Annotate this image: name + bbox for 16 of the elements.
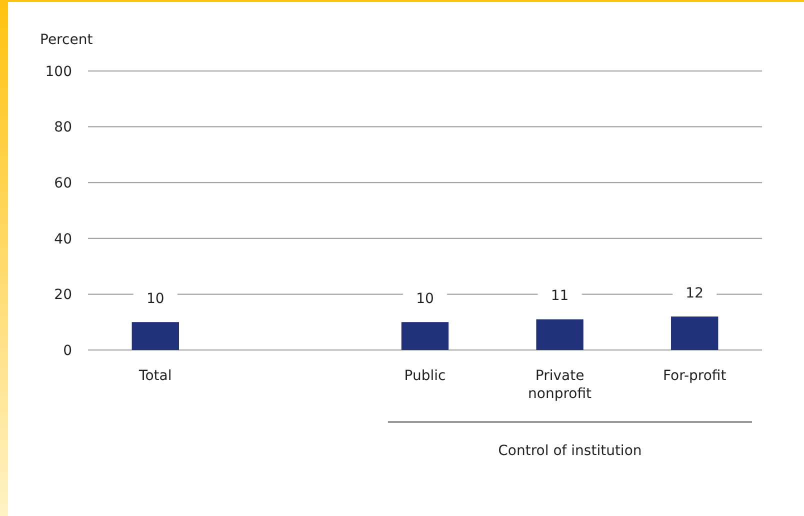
data-label: 12 bbox=[686, 285, 704, 302]
data-label: 10 bbox=[146, 291, 164, 307]
y-tick-label: 0 bbox=[63, 342, 72, 359]
x-tick-label: Total bbox=[138, 368, 172, 384]
y-axis-title: Percent bbox=[40, 32, 94, 48]
data-label: 11 bbox=[550, 288, 569, 304]
x-tick-label: Public bbox=[404, 368, 446, 384]
y-tick-label: 20 bbox=[54, 287, 72, 304]
y-tick-label: 40 bbox=[54, 231, 72, 248]
data-label: 10 bbox=[416, 291, 434, 307]
x-tick-label: For-profit bbox=[662, 368, 727, 384]
text: Control of institution bbox=[498, 443, 642, 459]
y-tick-label: 100 bbox=[45, 64, 72, 80]
y-tick-label: 60 bbox=[54, 176, 72, 192]
y-tick-label: 80 bbox=[54, 120, 72, 136]
x-tick-label: Private nonprofit bbox=[528, 368, 592, 402]
